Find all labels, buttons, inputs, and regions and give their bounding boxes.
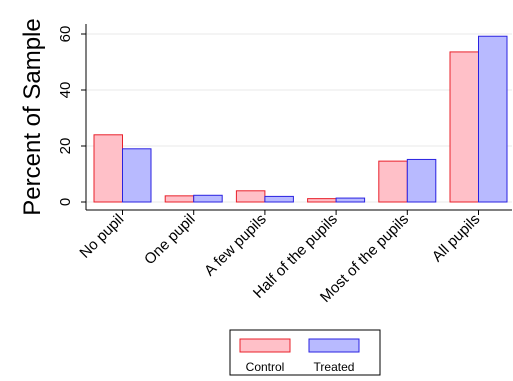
legend: Control Treated <box>229 329 381 376</box>
legend-label-treated: Treated <box>314 360 355 374</box>
y-tick-label: 20 <box>57 138 74 155</box>
bars <box>93 35 508 203</box>
bar-control-2 <box>235 190 266 203</box>
legend-label-control: Control <box>246 360 285 374</box>
bar-treated-3 <box>335 197 366 203</box>
bar-control-0 <box>93 134 123 203</box>
y-axis-label: Percent of Sample <box>19 18 46 215</box>
x-tick-label: A few pupils <box>201 211 270 280</box>
bar-control-5 <box>449 51 479 203</box>
y-tick-label: 60 <box>57 26 74 43</box>
y-ticks: 0 20 40 60 <box>57 26 86 206</box>
x-tick-label: All pupils <box>429 211 483 265</box>
y-tick-label: 0 <box>57 198 74 206</box>
x-tick-label: One pupil <box>141 211 198 268</box>
x-tick-label: No pupil <box>76 211 127 262</box>
bar-treated-1 <box>193 194 223 203</box>
bar-control-4 <box>378 160 408 203</box>
bar-treated-2 <box>264 195 294 203</box>
legend-swatch-control <box>239 338 291 353</box>
gridlines <box>86 33 512 203</box>
y-tick-label: 40 <box>57 82 74 99</box>
bar-treated-5 <box>478 35 508 203</box>
bar-treated-0 <box>122 148 152 203</box>
bar-treated-4 <box>406 158 437 203</box>
legend-swatch-treated <box>308 338 360 353</box>
bar-control-1 <box>164 195 195 203</box>
bar-control-3 <box>307 198 337 203</box>
